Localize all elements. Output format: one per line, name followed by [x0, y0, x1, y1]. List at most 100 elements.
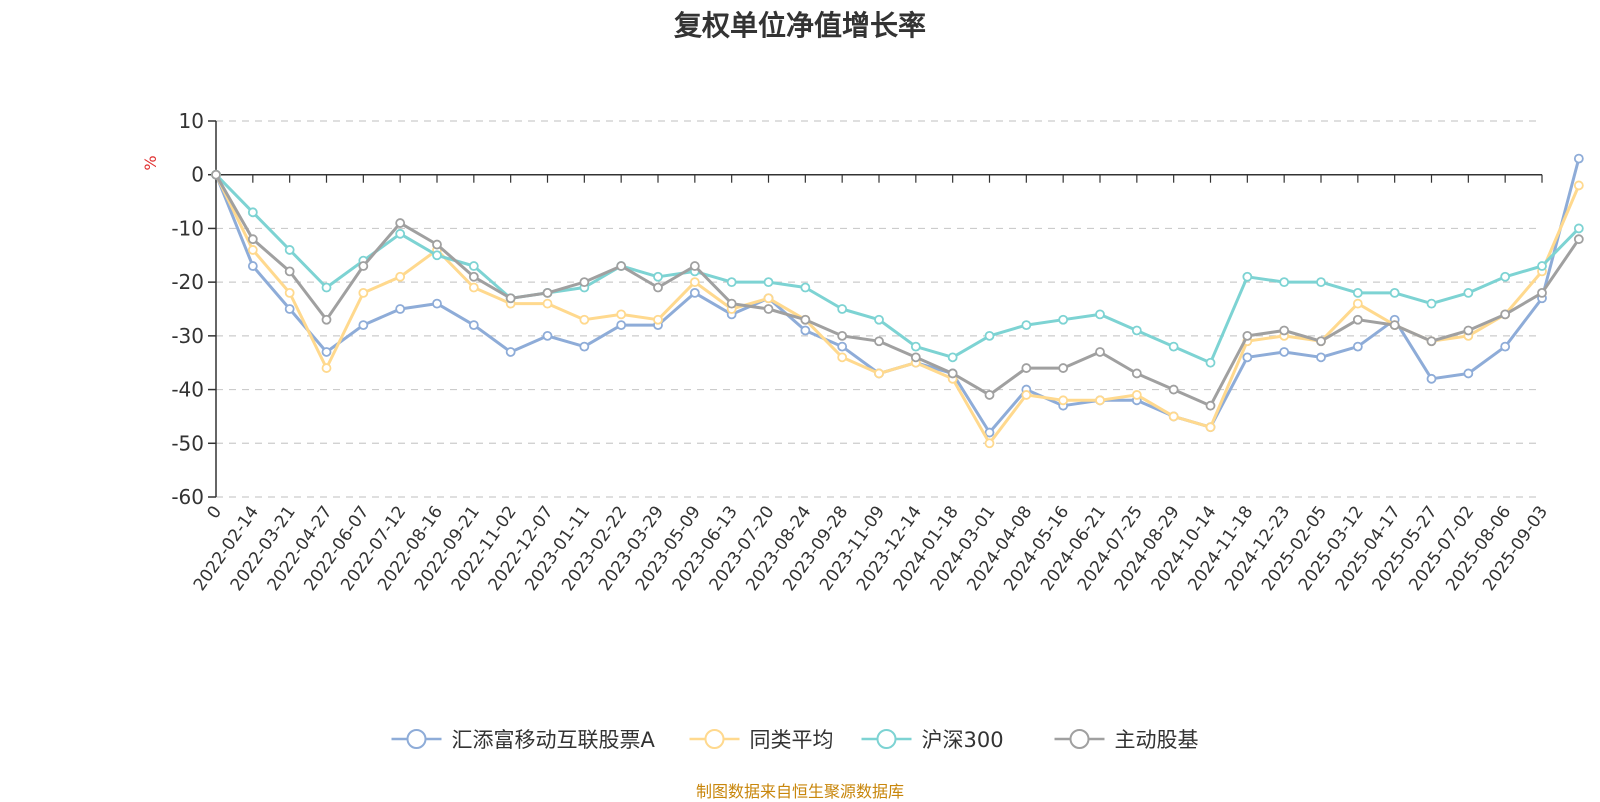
data-point	[468, 282, 479, 293]
data-point	[1316, 277, 1326, 288]
data-point	[1131, 325, 1142, 336]
data-point	[763, 304, 774, 314]
data-point	[1242, 352, 1253, 363]
data-point	[1426, 336, 1437, 347]
data-point	[468, 261, 479, 271]
data-point	[1573, 223, 1584, 234]
data-point	[1168, 384, 1179, 395]
data-point	[284, 287, 295, 298]
data-point	[653, 314, 663, 325]
series-line	[214, 173, 1581, 408]
y-tick-label: 0	[191, 163, 204, 187]
data-point	[653, 271, 663, 282]
legend-label: 沪深300	[922, 728, 1004, 752]
series-line	[214, 158, 1581, 434]
data-point	[1352, 341, 1363, 352]
data-point	[1205, 400, 1216, 411]
data-point	[800, 282, 811, 293]
data-point	[1279, 277, 1290, 288]
data-point	[1168, 341, 1179, 352]
data-point	[984, 390, 995, 400]
data-point	[247, 207, 258, 218]
data-point	[247, 234, 258, 245]
legend-label: 主动股基	[1115, 728, 1199, 752]
data-point	[579, 277, 590, 288]
data-point	[321, 282, 332, 293]
data-point	[1021, 363, 1032, 373]
data-point	[1316, 352, 1326, 363]
series-line	[214, 174, 1581, 445]
series-layer	[211, 153, 1584, 449]
data-point	[689, 277, 700, 288]
series-2	[211, 169, 1584, 368]
data-point	[284, 266, 295, 277]
data-point	[247, 245, 258, 255]
data-point	[1058, 363, 1069, 373]
data-point	[1500, 341, 1511, 352]
series-0	[211, 153, 1584, 438]
y-tick-label: -10	[171, 216, 204, 240]
y-tick-label: -60	[171, 485, 204, 509]
data-point	[395, 304, 406, 314]
data-point	[211, 169, 221, 180]
legend-label: 汇添富移动互联股票A	[452, 728, 656, 752]
data-point	[689, 287, 700, 298]
y-tick-label: -20	[171, 270, 204, 294]
data-point	[726, 277, 737, 288]
data-point	[1463, 368, 1474, 379]
data-point	[874, 314, 884, 325]
data-point	[1500, 271, 1511, 282]
data-point	[1095, 309, 1105, 320]
data-point	[1095, 347, 1105, 357]
data-point	[395, 228, 406, 239]
data-point	[616, 261, 627, 271]
data-point	[800, 325, 811, 336]
data-point	[726, 298, 737, 309]
legend: 汇添富移动互联股票A 同类平均 沪深300 主动股基	[391, 728, 1199, 752]
data-point	[1463, 287, 1474, 298]
data-point	[395, 271, 406, 282]
data-point	[837, 304, 848, 314]
data-point	[1242, 271, 1253, 282]
data-point	[1021, 320, 1032, 331]
data-point	[616, 320, 627, 331]
data-point	[468, 271, 479, 282]
data-point	[1279, 325, 1290, 336]
legend-marker	[1069, 729, 1090, 749]
data-point	[837, 330, 848, 341]
data-point	[947, 368, 958, 379]
data-point	[505, 347, 516, 357]
y-tick-label: -40	[171, 378, 204, 402]
data-point	[910, 341, 921, 352]
data-point	[1352, 314, 1363, 325]
data-point	[284, 245, 295, 255]
data-point	[1242, 330, 1253, 341]
y-tick-label: 10	[179, 109, 204, 133]
data-point	[837, 352, 848, 363]
legend-item: 同类平均	[689, 728, 834, 752]
data-point	[1389, 287, 1400, 298]
data-point	[542, 287, 553, 298]
data-point	[1352, 287, 1363, 298]
data-point	[358, 320, 369, 331]
legend-label: 同类平均	[750, 728, 834, 752]
data-point	[984, 427, 995, 438]
data-point	[579, 314, 590, 325]
data-point	[432, 239, 442, 250]
x-tick-label: 0	[204, 502, 227, 522]
data-point	[468, 320, 479, 331]
legend-marker	[876, 729, 897, 749]
data-point	[1095, 395, 1105, 406]
data-point	[1205, 422, 1216, 433]
data-point	[1058, 314, 1069, 325]
legend-item: 沪深300	[861, 728, 1004, 752]
data-point	[542, 298, 553, 309]
data-point	[321, 363, 332, 373]
data-point	[1131, 390, 1142, 400]
data-point	[1537, 261, 1547, 271]
data-point	[1463, 325, 1474, 336]
data-point	[616, 309, 627, 320]
data-point	[432, 250, 442, 261]
data-point	[1573, 153, 1584, 164]
series-1	[211, 169, 1584, 449]
